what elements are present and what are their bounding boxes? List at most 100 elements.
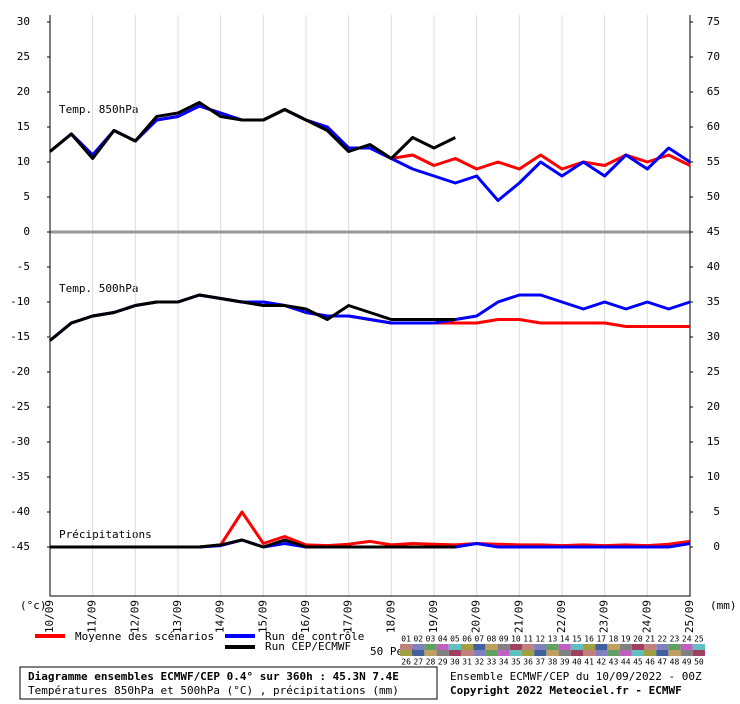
perturbation-swatch bbox=[631, 644, 644, 650]
perturbation-id: 34 bbox=[499, 658, 509, 667]
perturbation-id: 24 bbox=[682, 635, 692, 644]
perturbation-swatch bbox=[485, 650, 498, 656]
x-tick-label: 20/09 bbox=[470, 600, 483, 633]
perturbation-id: 39 bbox=[560, 658, 570, 667]
perturbation-id: 12 bbox=[535, 635, 545, 644]
legend-label: Run de contrôle bbox=[265, 630, 364, 643]
series-line bbox=[49, 293, 456, 342]
perturbation-swatch bbox=[436, 644, 449, 650]
perturbation-swatch bbox=[400, 644, 413, 650]
x-tick-label: 23/09 bbox=[598, 600, 611, 633]
y-tick-label: -30 bbox=[10, 435, 30, 448]
perturbation-swatch bbox=[570, 644, 583, 650]
series-line bbox=[50, 538, 456, 549]
perturbation-swatch bbox=[692, 644, 705, 650]
panel-label: Temp. 500hPa bbox=[59, 282, 138, 295]
y2-tick-label: 35 bbox=[707, 295, 720, 308]
perturbation-id: 03 bbox=[426, 635, 436, 644]
perturbation-swatch bbox=[644, 650, 657, 656]
perturbation-swatch bbox=[485, 644, 498, 650]
perturbation-id: 25 bbox=[694, 635, 704, 644]
perturbation-id: 01 bbox=[401, 635, 411, 644]
perturbation-id: 26 bbox=[401, 658, 411, 667]
y2-tick-label: 10 bbox=[707, 470, 720, 483]
perturbation-swatch bbox=[631, 650, 644, 656]
y-tick-label: 15 bbox=[17, 120, 30, 133]
caption-box bbox=[19, 666, 438, 700]
perturbation-id: 32 bbox=[474, 658, 484, 667]
y2-tick-label: 40 bbox=[707, 260, 720, 273]
perturbation-id: 41 bbox=[584, 658, 594, 667]
perturbation-id: 33 bbox=[487, 658, 497, 667]
perturbation-id: 40 bbox=[572, 658, 582, 667]
y-tick-label: -5 bbox=[17, 260, 30, 273]
x-tick-label: 17/09 bbox=[342, 600, 355, 633]
perturbation-id: 44 bbox=[621, 658, 631, 667]
perturbation-swatch bbox=[570, 650, 583, 656]
perturbation-swatch bbox=[473, 650, 486, 656]
y-tick-label: 20 bbox=[17, 85, 30, 98]
y2-tick-label: 60 bbox=[707, 120, 720, 133]
perturbation-id: 30 bbox=[450, 658, 460, 667]
perturbation-id: 50 bbox=[694, 658, 704, 667]
perturbation-swatch bbox=[509, 644, 522, 650]
x-tick-label: 10/09 bbox=[43, 600, 56, 633]
perturbation-swatch bbox=[522, 644, 535, 650]
y-tick-label: 25 bbox=[17, 50, 30, 63]
perturbation-id: 04 bbox=[438, 635, 448, 644]
series-line bbox=[49, 104, 691, 202]
x-tick-label: 22/09 bbox=[555, 600, 568, 633]
y2-tick-label: 30 bbox=[707, 330, 720, 343]
y-tick-label: 0 bbox=[23, 225, 30, 238]
y-tick-label: 30 bbox=[17, 15, 30, 28]
perturbation-id: 47 bbox=[657, 658, 667, 667]
perturbation-swatch bbox=[424, 644, 437, 650]
perturbation-id: 14 bbox=[560, 635, 570, 644]
perturbation-swatch bbox=[656, 644, 669, 650]
perturbation-swatch bbox=[546, 650, 559, 656]
y2-axis-label: (mm) bbox=[710, 599, 737, 612]
perturbation-swatch bbox=[546, 644, 559, 650]
caption-subtitle: Températures 850hPa et 500hPa (°C) , pré… bbox=[28, 684, 399, 697]
y2-tick-label: 20 bbox=[707, 400, 720, 413]
y-tick-label: -25 bbox=[10, 400, 30, 413]
x-tick-label: 12/09 bbox=[128, 600, 141, 633]
perturbation-id: 05 bbox=[450, 635, 460, 644]
perturbation-id: 13 bbox=[548, 635, 558, 644]
perturbation-swatch bbox=[436, 650, 449, 656]
perturbation-swatch bbox=[522, 650, 535, 656]
perturbation-id: 48 bbox=[670, 658, 680, 667]
perturbation-id: 10 bbox=[511, 635, 521, 644]
y-tick-label: -40 bbox=[10, 505, 30, 518]
x-tick-label: 16/09 bbox=[299, 600, 312, 633]
y-tick-label: -15 bbox=[10, 330, 30, 343]
x-tick-label: 15/09 bbox=[256, 600, 269, 633]
perturbation-swatch bbox=[412, 650, 425, 656]
perturbation-id: 18 bbox=[609, 635, 619, 644]
perturbation-swatch bbox=[644, 644, 657, 650]
run-info: Ensemble ECMWF/CEP du 10/09/2022 - 00Z bbox=[450, 670, 702, 683]
perturbation-id: 38 bbox=[548, 658, 558, 667]
perturbation-id: 43 bbox=[609, 658, 619, 667]
perturbation-id: 22 bbox=[657, 635, 667, 644]
perturbation-id: 36 bbox=[523, 658, 533, 667]
perturbation-id: 37 bbox=[535, 658, 545, 667]
series-line bbox=[49, 101, 456, 160]
perturbation-id: 19 bbox=[621, 635, 631, 644]
legend-label: Run CEP/ECMWF bbox=[265, 640, 351, 653]
perturbation-id: 28 bbox=[426, 658, 436, 667]
perturbation-id: 45 bbox=[633, 658, 643, 667]
perturbation-swatch bbox=[448, 650, 461, 656]
perturbation-swatch bbox=[619, 650, 632, 656]
x-tick-label: 14/09 bbox=[214, 600, 227, 633]
x-tick-label: 19/09 bbox=[427, 600, 440, 633]
y2-tick-label: 45 bbox=[707, 225, 720, 238]
y-axis-label: (°c) bbox=[20, 599, 47, 612]
perturbation-id: 15 bbox=[572, 635, 582, 644]
perturbation-id: 07 bbox=[474, 635, 484, 644]
perturbation-id: 49 bbox=[682, 658, 692, 667]
perturbation-id: 16 bbox=[584, 635, 594, 644]
perturbation-swatch bbox=[400, 650, 413, 656]
y-tick-label: -20 bbox=[10, 365, 30, 378]
